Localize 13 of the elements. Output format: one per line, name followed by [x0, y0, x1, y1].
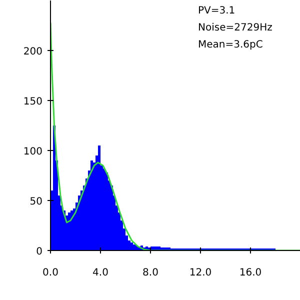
annotation: Noise=2729Hz [198, 22, 272, 34]
y-tick-label: 200 [23, 46, 43, 58]
annotation: PV=3.1 [198, 6, 236, 16]
x-tick-label: 16.0 [239, 268, 262, 278]
x-tick-label: 8.0 [142, 268, 158, 278]
x-tick-label: 12.0 [189, 268, 212, 278]
x-tick-label: 4.0 [92, 268, 108, 278]
y-tick-label: 150 [23, 96, 43, 108]
x-tick-label: 0.0 [42, 268, 58, 278]
y-tick-label: 0 [36, 246, 43, 258]
y-tick-label: 100 [23, 146, 43, 158]
y-tick-label: 50 [30, 196, 43, 208]
annotation: Mean=3.6pC [198, 40, 263, 50]
